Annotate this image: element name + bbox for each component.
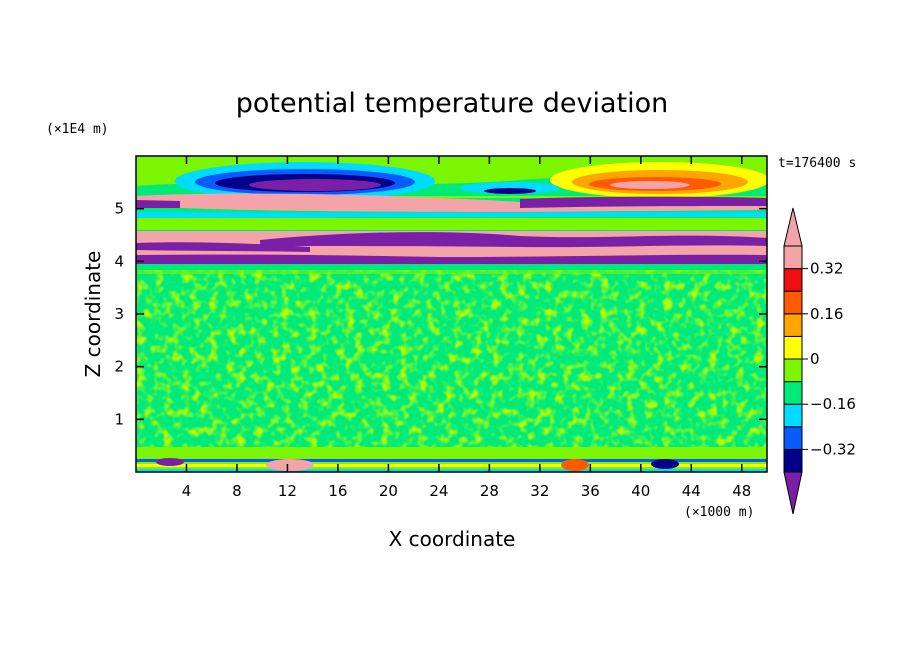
colorbar: 0.32 0.16 0 −0.16 −0.32	[783, 207, 856, 515]
x-axis-title: X coordinate	[389, 527, 516, 551]
surface-cold-strip	[136, 459, 767, 462]
surface-cold-spot-2	[651, 459, 679, 469]
surface-warm-spot	[266, 459, 314, 471]
cold-band-lower-edge	[136, 264, 767, 270]
surface-cold-spot	[156, 458, 184, 466]
colorbar-swatch	[783, 381, 803, 405]
y-axis-title: Z coordinate	[81, 251, 105, 378]
x-tick-label: 24	[429, 482, 448, 500]
y-tick-label: 1	[114, 410, 124, 428]
chart-title: potential temperature deviation	[236, 88, 668, 119]
x-axis: 4 8 12 16 20 24 28 32 36 40 44 48	[182, 156, 751, 500]
surface-cold-strip-lower	[136, 469, 767, 472]
colorbar-swatch	[783, 358, 803, 383]
colorbar-swatch	[783, 313, 803, 337]
near-surface-green	[136, 447, 767, 459]
colorbar-upper-extension	[783, 207, 803, 247]
y-tick-label: 4	[114, 252, 124, 270]
mid-cold-blob-core	[484, 188, 536, 194]
cold-band-upper	[136, 200, 180, 208]
colorbar-label: −0.32	[810, 440, 856, 458]
x-tick-label: 20	[379, 482, 398, 500]
colorbar-label: 0.16	[810, 305, 843, 323]
x-tick-label: 8	[232, 482, 242, 500]
colorbar-swatch	[783, 403, 803, 428]
colorbar-label: 0	[810, 350, 820, 368]
cold-band-lower	[136, 254, 767, 266]
colorbar-swatch	[783, 245, 803, 270]
x-unit-label: (×1000 m)	[684, 505, 754, 520]
colorbar-swatch	[783, 335, 803, 360]
surface-warm-strip	[136, 464, 767, 467]
surface-warm-spot-2	[561, 459, 589, 471]
y-tick-label: 3	[114, 305, 124, 323]
x-tick-label: 4	[182, 482, 192, 500]
colorbar-swatch	[783, 268, 803, 292]
y-tick-label: 5	[114, 200, 124, 218]
green-gap-band	[136, 218, 767, 230]
cold-ribbon-upper	[136, 212, 767, 218]
colorbar-swatch	[783, 448, 803, 473]
x-tick-label: 48	[732, 482, 751, 500]
cold-band-middle	[260, 232, 767, 248]
colorbar-swatch	[783, 290, 803, 315]
x-tick-label: 28	[480, 482, 499, 500]
x-tick-label: 32	[530, 482, 549, 500]
upper-left-cold-cell-min	[249, 179, 381, 191]
cold-band-middle-left	[136, 242, 310, 252]
time-label: t=176400 s	[778, 156, 856, 171]
x-tick-label: 44	[682, 482, 701, 500]
colorbar-swatch	[783, 426, 803, 450]
transition-band	[136, 270, 767, 274]
cold-band-right	[520, 196, 767, 208]
colorbar-lower-extension	[783, 471, 803, 515]
contour-field	[136, 156, 767, 472]
y-tick-label: 2	[114, 358, 124, 376]
upper-right-warm-cell-max	[610, 181, 690, 189]
x-tick-label: 16	[328, 482, 347, 500]
y-axis: 1 2 3 4 5	[114, 200, 767, 428]
x-tick-label: 12	[278, 482, 297, 500]
field-speckle	[136, 270, 767, 460]
colorbar-label: −0.16	[810, 395, 856, 413]
x-tick-label: 36	[581, 482, 600, 500]
warm-band-upper	[136, 193, 767, 212]
y-unit-label: (×1E4 m)	[46, 122, 109, 137]
colorbar-label: 0.32	[810, 260, 843, 278]
x-tick-label: 40	[631, 482, 650, 500]
